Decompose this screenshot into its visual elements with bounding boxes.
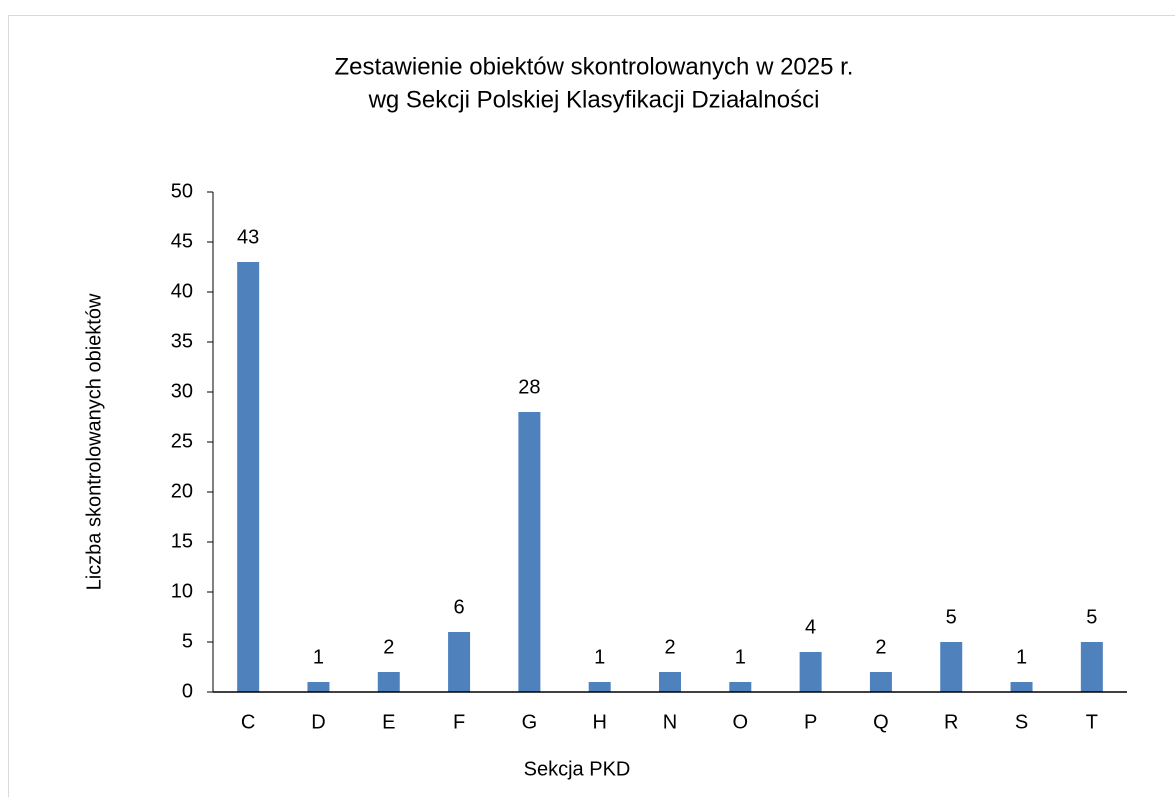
y-tick-label: 15: [171, 530, 193, 552]
x-tick-label: Q: [873, 711, 889, 733]
y-tick-label: 35: [171, 330, 193, 352]
value-label: 1: [594, 646, 605, 668]
y-tick-label: 10: [171, 580, 193, 602]
chart-title: wg Sekcji Polskiej Klasyfikacji Działaln…: [368, 86, 820, 113]
value-label: 28: [518, 376, 540, 398]
x-tick-label: N: [663, 711, 677, 733]
bar: [307, 682, 330, 692]
x-tick-label: D: [311, 711, 325, 733]
bar: [1010, 682, 1033, 692]
bar: [377, 672, 400, 692]
value-label: 6: [454, 596, 465, 618]
x-axis-label: Sekcja PKD: [524, 758, 631, 780]
value-label: 5: [946, 606, 957, 628]
x-tick-label: T: [1086, 711, 1098, 733]
y-tick-label: 50: [171, 180, 193, 202]
y-tick-label: 30: [171, 380, 193, 402]
x-tick-label: S: [1015, 711, 1028, 733]
bar: [729, 682, 752, 692]
x-tick-label: H: [592, 711, 606, 733]
x-tick-label: F: [453, 711, 465, 733]
value-label: 1: [735, 646, 746, 668]
y-tick-label: 5: [182, 630, 193, 652]
y-tick-label: 45: [171, 230, 193, 252]
value-label: 4: [805, 616, 816, 638]
y-tick-label: 40: [171, 280, 193, 302]
x-tick-label: C: [241, 711, 255, 733]
value-label: 2: [875, 636, 886, 658]
y-tick-label: 0: [182, 680, 193, 702]
value-label: 1: [313, 646, 324, 668]
y-tick-label: 20: [171, 480, 193, 502]
y-axis-label: Liczba skontrolowanych obiektów: [83, 293, 105, 590]
bar: [237, 262, 260, 692]
bar: [799, 652, 822, 692]
value-label: 43: [237, 226, 259, 248]
x-tick-label: G: [522, 711, 538, 733]
bar: [659, 672, 681, 692]
bar: [588, 682, 611, 692]
value-label: 1: [1016, 646, 1027, 668]
value-label: 2: [664, 636, 675, 658]
bar: [940, 642, 963, 692]
bar: [448, 632, 471, 692]
bar: [1080, 642, 1103, 692]
bar: [869, 672, 892, 692]
value-label: 2: [383, 636, 394, 658]
x-tick-label: O: [733, 711, 749, 733]
bar: [518, 412, 541, 692]
x-tick-label: R: [944, 711, 958, 733]
x-tick-label: E: [382, 711, 395, 733]
chart-title: Zestawienie obiektów skontrolowanych w 2…: [335, 53, 854, 80]
x-tick-label: P: [804, 711, 817, 733]
y-tick-label: 25: [171, 430, 193, 452]
value-label: 5: [1086, 606, 1097, 628]
chart-frame: [8, 15, 1175, 797]
